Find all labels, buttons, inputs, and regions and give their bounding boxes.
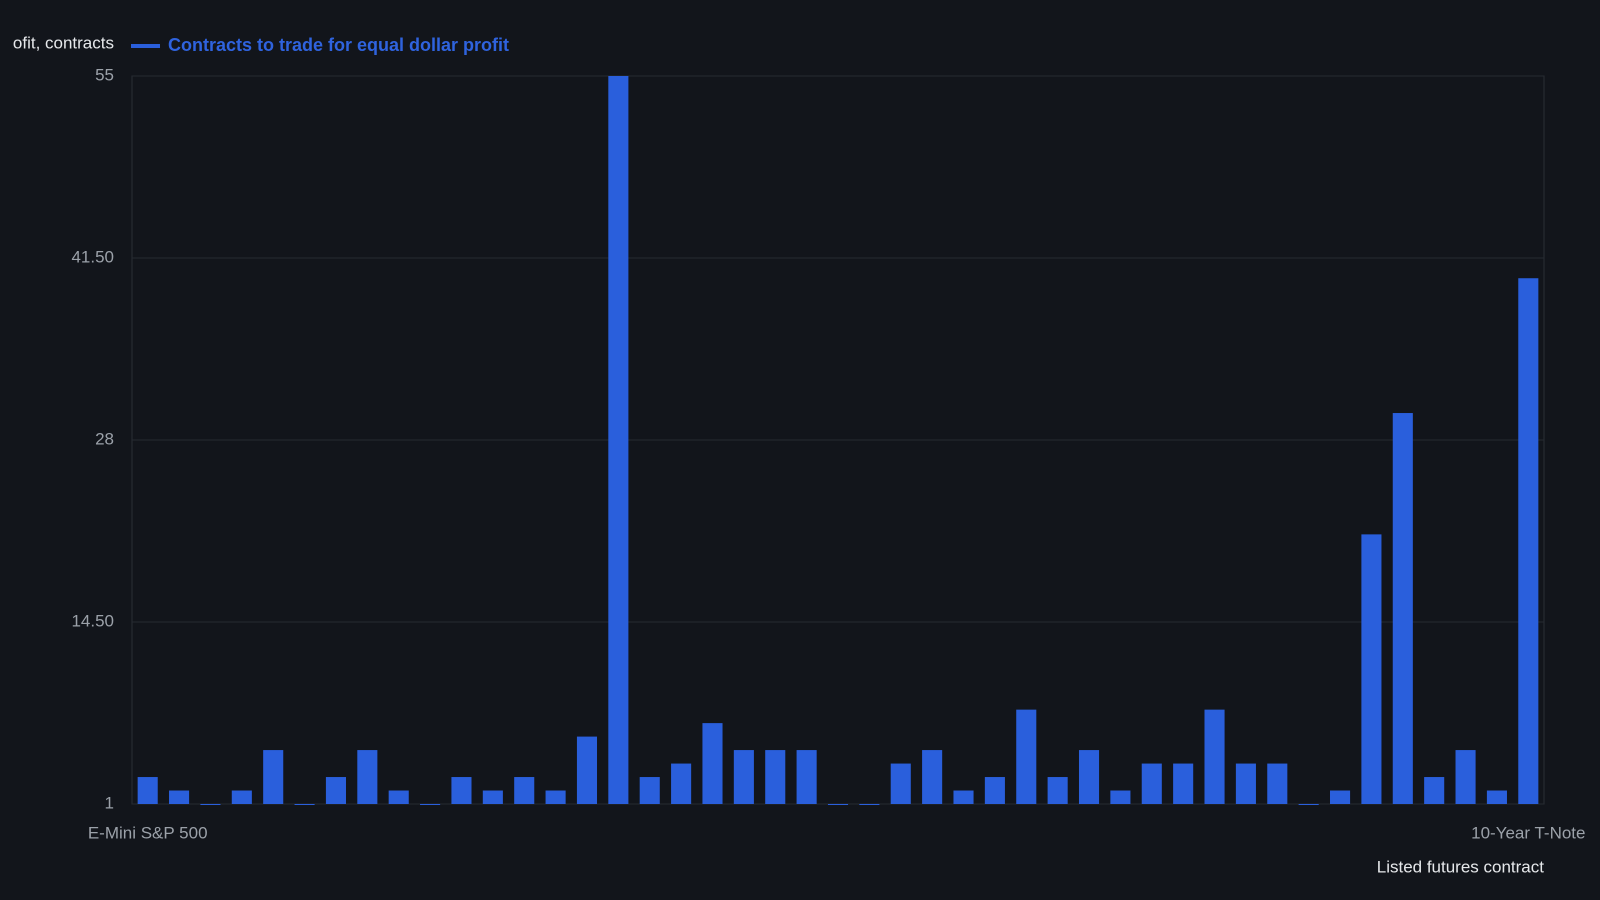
y-tick-label: 28 [95,429,114,448]
bar [263,750,284,804]
bar [1235,763,1256,804]
bar [827,804,849,805]
bar [1267,763,1288,804]
bar [1016,709,1037,804]
x-tick-label: 10-Year T-Note [1471,823,1585,842]
bar [796,750,817,804]
bar [1424,777,1445,804]
bar [545,790,566,804]
bar [388,790,409,804]
bar [671,763,692,804]
bar [765,750,786,804]
bar [200,804,221,805]
bar [639,777,660,804]
bar [169,790,190,804]
bar [702,723,723,804]
y-tick-label: 1 [105,793,114,812]
bar [325,777,346,804]
bar [420,804,441,805]
bar [1047,777,1068,804]
y-tick-label: 55 [95,65,114,84]
bar [1110,790,1131,804]
bar [984,777,1005,804]
y-tick-label: 41.50 [71,247,114,266]
bar [231,790,252,804]
bar [1330,790,1351,804]
bar [357,750,378,804]
bar [953,790,974,804]
bar [1392,413,1413,804]
bar [922,750,943,804]
bar [1078,750,1100,804]
bar [137,777,158,804]
bar [576,736,598,804]
y-axis-label: ofit, contracts [13,33,114,52]
bar [608,76,629,804]
bar [514,777,535,804]
bar [1486,790,1507,804]
bar [859,804,880,805]
bar [1298,804,1319,805]
y-tick-label: 14.50 [71,611,114,630]
bar [733,750,754,804]
bar [1361,534,1382,804]
bar [1173,763,1194,804]
legend-label[interactable]: Contracts to trade for equal dollar prof… [168,35,509,55]
x-tick-label: E-Mini S&P 500 [88,823,208,842]
bar [890,763,911,804]
bar [1518,278,1539,804]
bar [1204,709,1225,804]
x-axis-label: Listed futures contract [1377,857,1545,876]
bar [1455,750,1476,804]
bar [1141,763,1162,804]
bar [482,790,503,804]
bar [294,804,315,805]
bar [451,777,472,804]
